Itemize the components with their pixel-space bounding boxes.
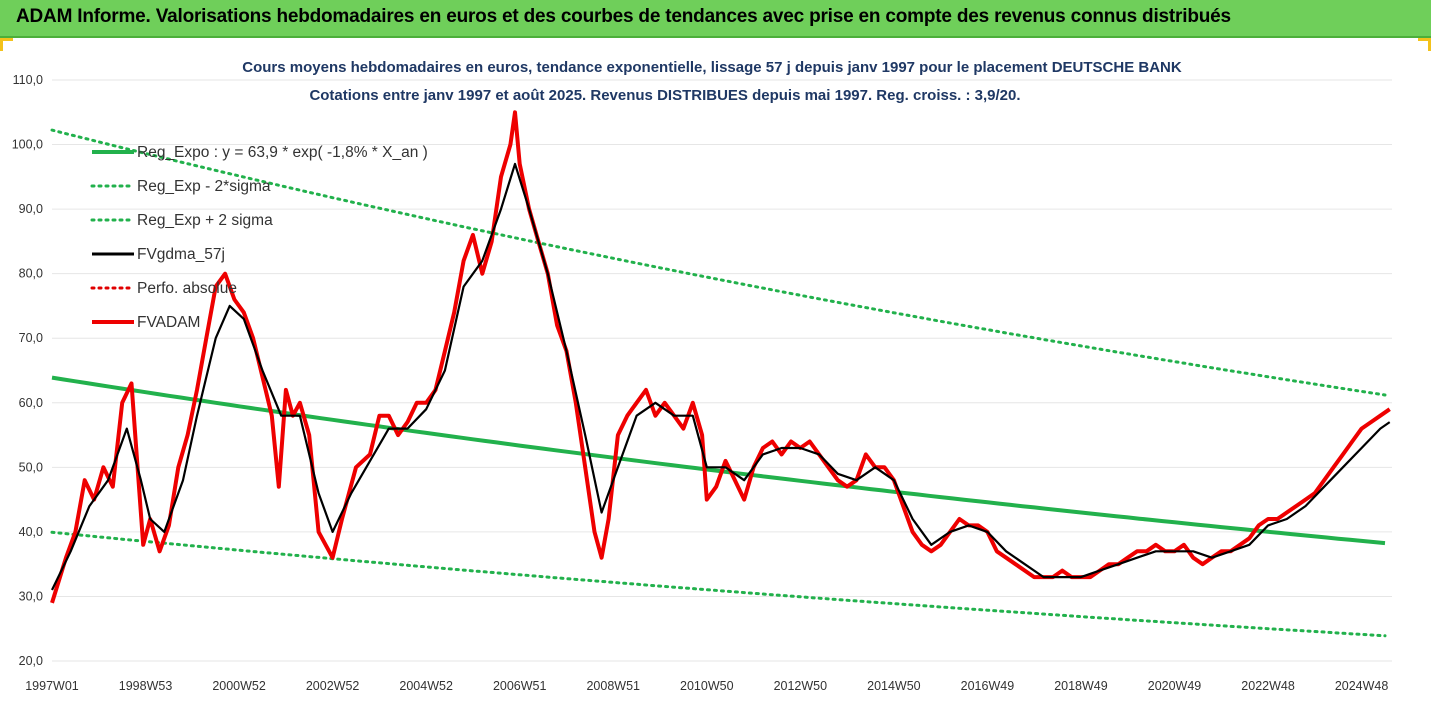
corner-mark-right bbox=[1418, 38, 1431, 51]
y-tick-label: 60,0 bbox=[19, 396, 43, 410]
x-tick-label: 1998W53 bbox=[119, 679, 173, 693]
x-tick-label: 2014W50 bbox=[867, 679, 921, 693]
chart-title-line1: Cours moyens hebdomadaires en euros, ten… bbox=[242, 59, 1182, 76]
trend-upper-line bbox=[50, 128, 1387, 397]
chart-title-line2: Cotations entre janv 1997 et août 2025. … bbox=[309, 87, 1020, 104]
x-tick-label: 2006W51 bbox=[493, 679, 547, 693]
legend: Reg_Expo : y = 63,9 * exp( -1,8% * X_an … bbox=[90, 144, 428, 331]
legend-label: Reg_Exp - 2*sigma bbox=[137, 178, 271, 195]
x-tick-label: 2022W48 bbox=[1241, 679, 1295, 693]
y-tick-label: 70,0 bbox=[19, 331, 43, 345]
x-tick-label: 2008W51 bbox=[586, 679, 640, 693]
legend-label: FVgdma_57j bbox=[137, 246, 225, 263]
trend-lines bbox=[50, 128, 1387, 638]
legend-label: Reg_Expo : y = 63,9 * exp( -1,8% * X_an … bbox=[137, 144, 428, 161]
legend-label: FVADAM bbox=[137, 314, 200, 331]
y-axis-ticks: 20,0 30,0 40,0 50,0 60,0 70,0 80,0 90,0 100,0 110… bbox=[12, 73, 43, 668]
trend-expo-line bbox=[51, 375, 1386, 546]
line-chart: Cours moyens hebdomadaires en euros, ten… bbox=[12, 59, 1392, 693]
x-tick-label: 2004W52 bbox=[399, 679, 453, 693]
y-tick-label: 110,0 bbox=[13, 73, 43, 87]
x-tick-label: 2018W49 bbox=[1054, 679, 1108, 693]
series-lines bbox=[50, 110, 1391, 604]
gridlines bbox=[52, 79, 1392, 662]
x-tick-label: 2016W49 bbox=[961, 679, 1015, 693]
series-line-fvadam bbox=[50, 110, 1391, 604]
x-tick-label: 2002W52 bbox=[306, 679, 360, 693]
y-tick-label: 80,0 bbox=[19, 267, 43, 281]
y-tick-label: 40,0 bbox=[19, 525, 43, 539]
x-axis-ticks: 1997W01 1998W53 2000W52 2002W52 2004W52 2006W… bbox=[25, 679, 1388, 693]
y-tick-label: 50,0 bbox=[19, 460, 43, 474]
y-tick-label: 90,0 bbox=[19, 202, 43, 216]
x-tick-label: 2010W50 bbox=[680, 679, 734, 693]
x-tick-label: 2024W48 bbox=[1335, 679, 1389, 693]
legend-label: Perfo. absolue bbox=[137, 280, 237, 297]
corner-mark-left bbox=[0, 38, 13, 51]
x-tick-label: 1997W01 bbox=[25, 679, 79, 693]
x-tick-label: 2020W49 bbox=[1148, 679, 1202, 693]
x-tick-label: 2012W50 bbox=[774, 679, 828, 693]
y-tick-label: 30,0 bbox=[19, 589, 43, 603]
banner-title: ADAM Informe. Valorisations hebdomadaire… bbox=[16, 6, 1231, 27]
trend-lower-line bbox=[50, 530, 1387, 638]
header-banner: ADAM Informe. Valorisations hebdomadaire… bbox=[0, 0, 1431, 38]
y-tick-label: 20,0 bbox=[19, 654, 43, 668]
y-tick-label: 100,0 bbox=[12, 138, 43, 152]
x-tick-label: 2000W52 bbox=[212, 679, 266, 693]
series-line-fvgdma-57j bbox=[51, 162, 1391, 591]
legend-label: Reg_Exp + 2 sigma bbox=[137, 212, 273, 229]
